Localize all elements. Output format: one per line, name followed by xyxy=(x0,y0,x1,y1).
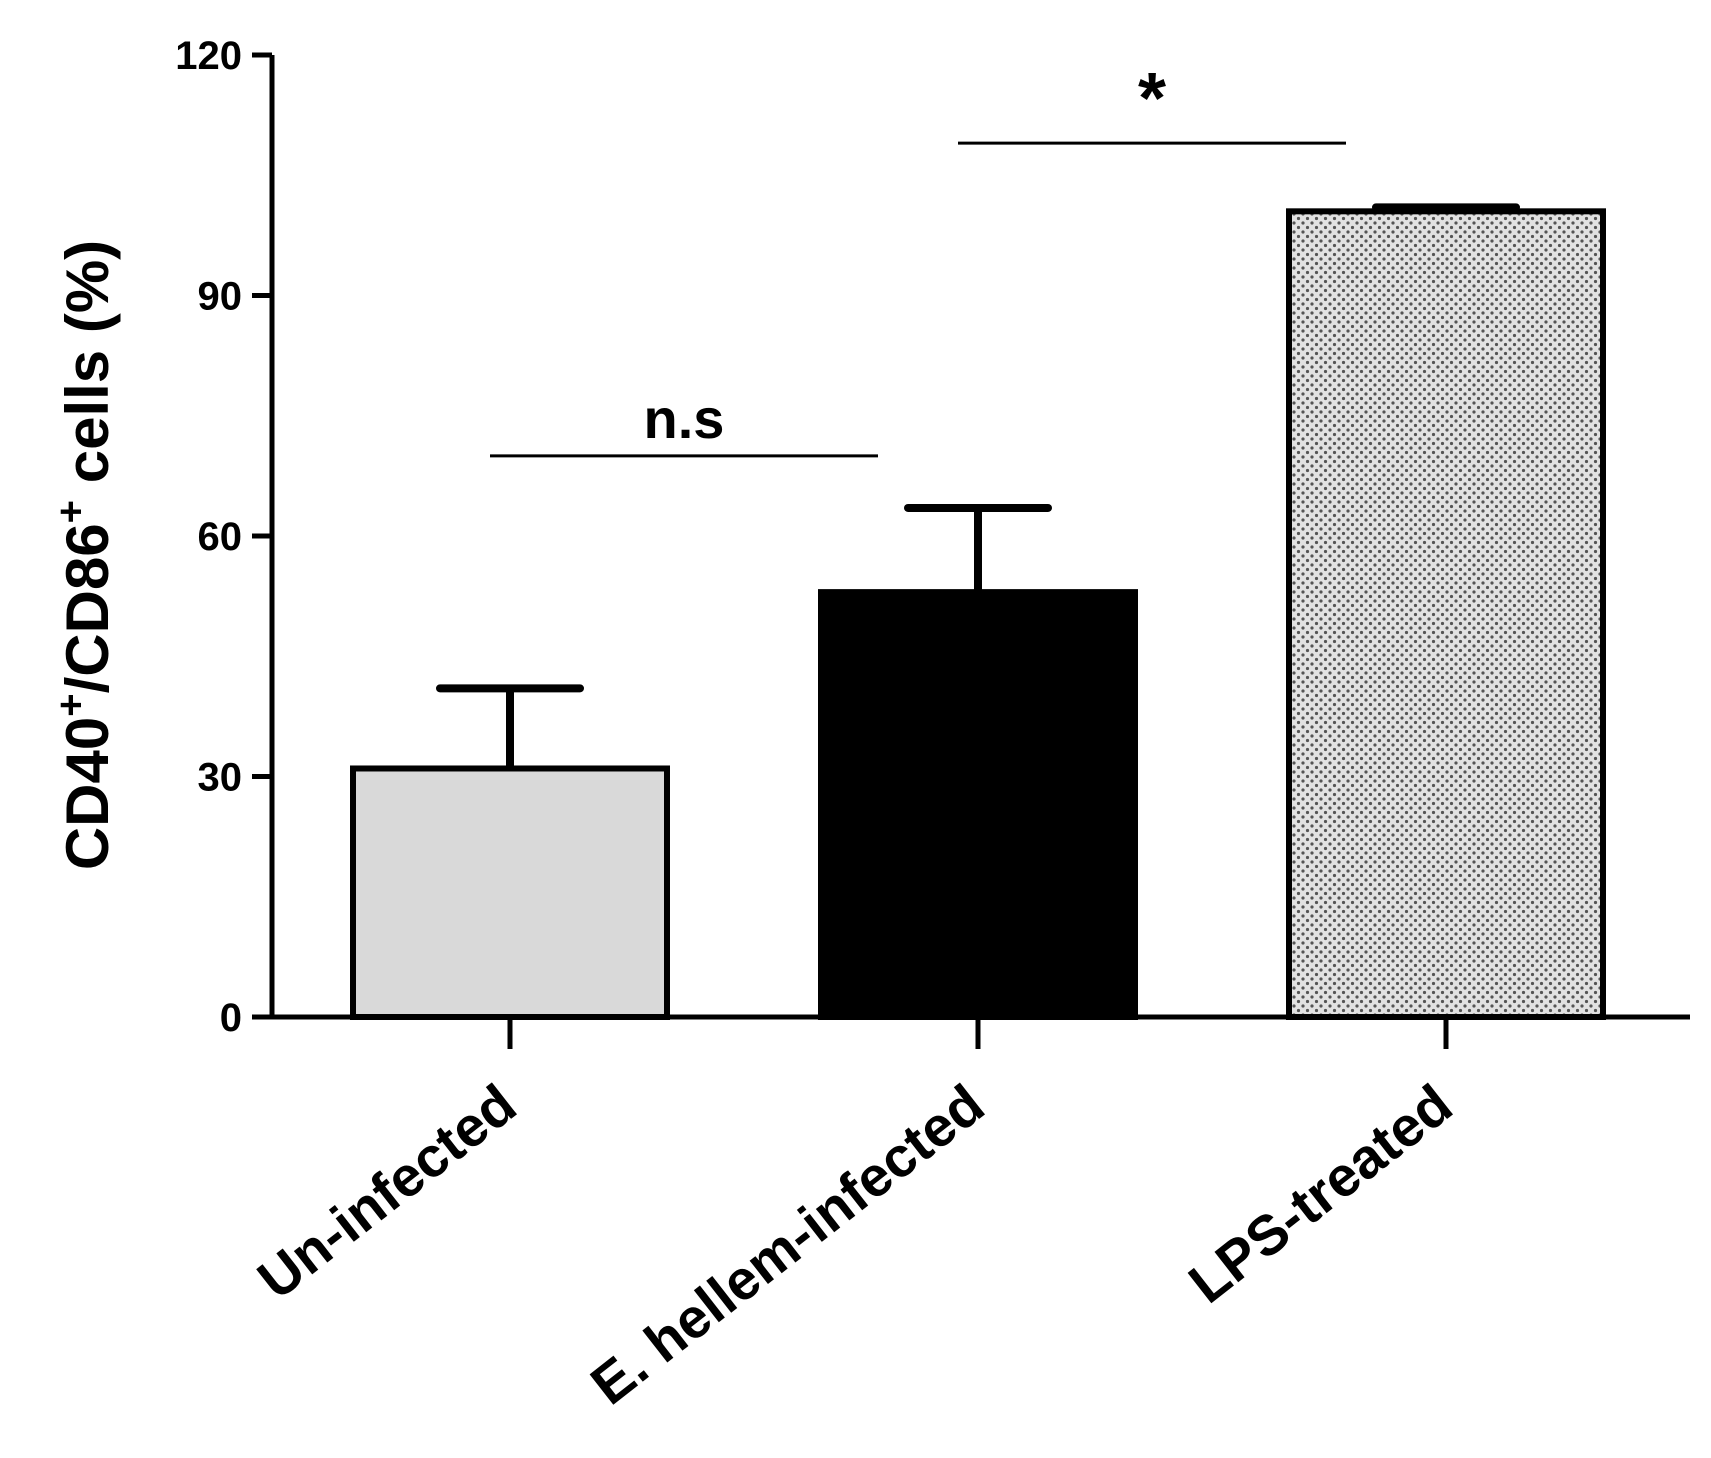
significance-label: n.s xyxy=(644,387,725,450)
y-tick-label: 90 xyxy=(198,275,243,319)
significance-label: * xyxy=(1138,59,1166,139)
x-category-label: LPS-treated xyxy=(1177,1072,1463,1315)
y-tick-label: 120 xyxy=(175,34,242,78)
x-category-label: E. hellem-infected xyxy=(579,1072,995,1417)
y-tick-label: 30 xyxy=(198,756,243,800)
y-tick-label: 0 xyxy=(220,996,242,1040)
bar xyxy=(350,765,670,1020)
x-category-label: Un-infected xyxy=(246,1072,527,1311)
significance-annotations: n.s * xyxy=(490,59,1346,458)
bar xyxy=(1286,208,1606,1020)
bar xyxy=(818,589,1138,1020)
y-tick-label: 60 xyxy=(198,515,243,559)
bars xyxy=(350,203,1606,1020)
y-axis-label: CD40+/CD86+ cells (%) xyxy=(49,240,121,870)
